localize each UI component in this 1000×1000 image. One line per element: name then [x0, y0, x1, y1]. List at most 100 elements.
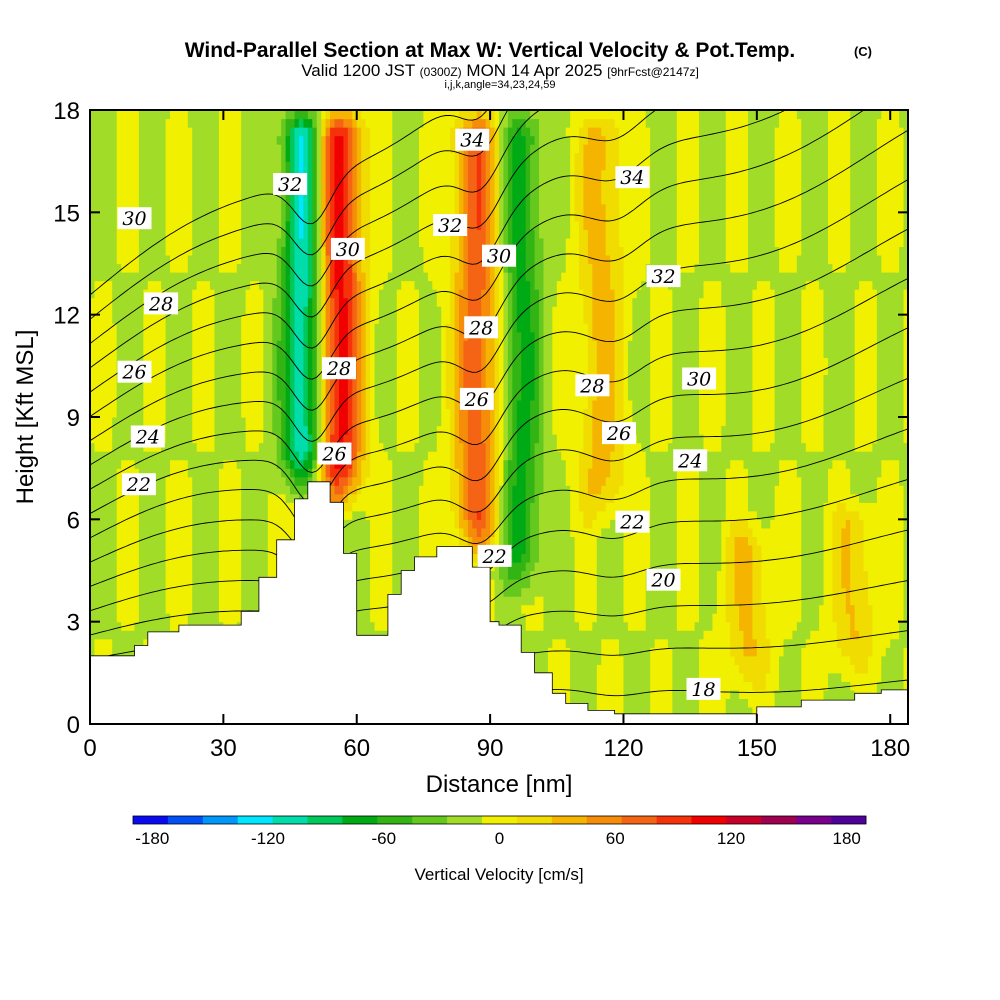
colorbar-swatch [691, 816, 727, 824]
colorbar-swatch [342, 816, 378, 824]
colorbar-swatch [377, 816, 413, 824]
colorbar-tick-label: 180 [833, 829, 861, 848]
colorbar-swatch [482, 816, 518, 824]
colorbar-swatch [656, 816, 692, 824]
theta-contour-line [90, 529, 908, 636]
svg-text:20: 20 [650, 570, 675, 592]
contour-label: 30 [117, 207, 152, 230]
colorbar-swatch [272, 816, 308, 824]
colorbar-swatch [761, 816, 797, 824]
colorbar-swatch [307, 816, 343, 824]
x-tick-label: 60 [343, 735, 370, 762]
svg-text:26: 26 [121, 362, 146, 384]
colorbar-swatch [516, 816, 553, 824]
contour-label: 32 [433, 214, 468, 237]
y-tick-label: 12 [53, 303, 80, 330]
colorbar-tick-label: 120 [717, 829, 745, 848]
colorbar-swatch [167, 816, 204, 824]
y-axis-label: Height [Kft MSL] [12, 330, 39, 505]
contour-label: 30 [682, 367, 717, 391]
contour-label: 28 [575, 374, 610, 397]
contour-label: 28 [144, 292, 179, 315]
chart-subtitle: Valid 1200 JST (0300Z) MON 14 Apr 2025 [… [301, 61, 699, 80]
svg-text:22: 22 [619, 512, 644, 534]
contour-label: 20 [646, 568, 681, 592]
colorbar-swatch [726, 816, 762, 824]
svg-text:30: 30 [687, 369, 711, 391]
contour-labels: 22 24 26 28 30 32 30 28 26 34 32 30 28 26 22 34 32 30 28 26… [117, 128, 721, 701]
colorbar-label: Vertical Velocity [cm/s] [414, 865, 583, 884]
theta-contour-line [90, 110, 865, 417]
y-tick-label: 18 [53, 98, 80, 125]
contour-label: 30 [330, 237, 365, 261]
contour-label: 34 [615, 166, 650, 189]
svg-text:26: 26 [464, 389, 489, 411]
terrain [90, 481, 908, 724]
svg-text:24: 24 [135, 427, 160, 449]
contour-label: 18 [686, 677, 721, 701]
colorbar-swatch [412, 816, 448, 824]
theta-contour-line [90, 277, 908, 514]
y-tick-label: 0 [67, 712, 80, 739]
grid-indices: i,j,k,angle=34,23,24,59 [444, 79, 555, 91]
svg-text:30: 30 [487, 246, 511, 268]
x-tick-label: 150 [737, 735, 777, 762]
svg-text:32: 32 [438, 215, 462, 237]
utc-time: (0300Z) [420, 65, 462, 79]
chart-title: Wind-Parallel Section at Max W: Vertical… [185, 39, 796, 62]
theta-contour-line [90, 228, 908, 490]
svg-text:32: 32 [278, 174, 302, 196]
svg-text:28: 28 [326, 358, 351, 380]
colorbar-tick-label: 60 [606, 829, 625, 848]
contour-label: 32 [646, 265, 681, 288]
theta-contour-line [90, 110, 541, 344]
svg-text:28: 28 [579, 375, 604, 397]
contour-label: 28 [464, 316, 499, 339]
x-tick-label: 120 [603, 735, 643, 762]
copyright-mark: (C) [854, 44, 872, 59]
theta-contour-line [90, 327, 908, 539]
colorbar: -180 -120 -60 0 60 120 180 [132, 815, 867, 848]
svg-text:26: 26 [606, 423, 631, 445]
theta-contour-line [90, 110, 509, 320]
y-tick-label: 3 [67, 610, 80, 637]
forecast-tag: [9hrFcst@2147z] [607, 65, 699, 79]
contour-label: 30 [482, 244, 516, 268]
y-tick-label: 9 [67, 405, 80, 432]
contour-label: 26 [117, 360, 152, 384]
colorbar-swatch [796, 816, 832, 824]
contour-label: 22 [121, 473, 156, 496]
svg-text:34: 34 [620, 167, 644, 189]
contour-label: 26 [317, 442, 352, 466]
svg-text:30: 30 [336, 239, 360, 261]
colorbar-swatch [551, 816, 588, 824]
colorbar-tick-label: -180 [135, 829, 169, 848]
theta-contour-line [90, 428, 908, 587]
svg-text:32: 32 [651, 266, 675, 288]
y-tick-label: 6 [67, 507, 80, 534]
svg-text:24: 24 [677, 450, 702, 472]
theta-contour-line [90, 179, 908, 466]
x-tick-label: 90 [477, 735, 504, 762]
contour-label: 22 [615, 510, 650, 534]
svg-text:28: 28 [468, 317, 493, 339]
colorbar-swatch [202, 816, 239, 824]
colorbar-swatch [447, 816, 483, 824]
contour-label: 24 [673, 449, 708, 472]
colorbar-swatch [586, 816, 622, 824]
x-axis-label: Distance [nm] [426, 771, 573, 798]
axis-ticks: 0 30 60 90 120 150 180 0 3 6 9 12 15 18 [53, 98, 910, 762]
x-tick-label: 0 [83, 735, 96, 762]
svg-text:26: 26 [321, 444, 346, 466]
colorbar-swatch [831, 816, 867, 824]
colorbar-tick-label: -120 [251, 829, 285, 848]
x-tick-label: 180 [870, 735, 910, 762]
theta-contour-line [90, 129, 908, 442]
theta-contour-line [90, 110, 787, 393]
colorbar-swatch [237, 816, 273, 824]
contour-label: 28 [322, 357, 356, 380]
terrain-mask [90, 481, 908, 724]
colorbar-swatch [621, 816, 657, 824]
contour-label: 22 [477, 544, 512, 568]
